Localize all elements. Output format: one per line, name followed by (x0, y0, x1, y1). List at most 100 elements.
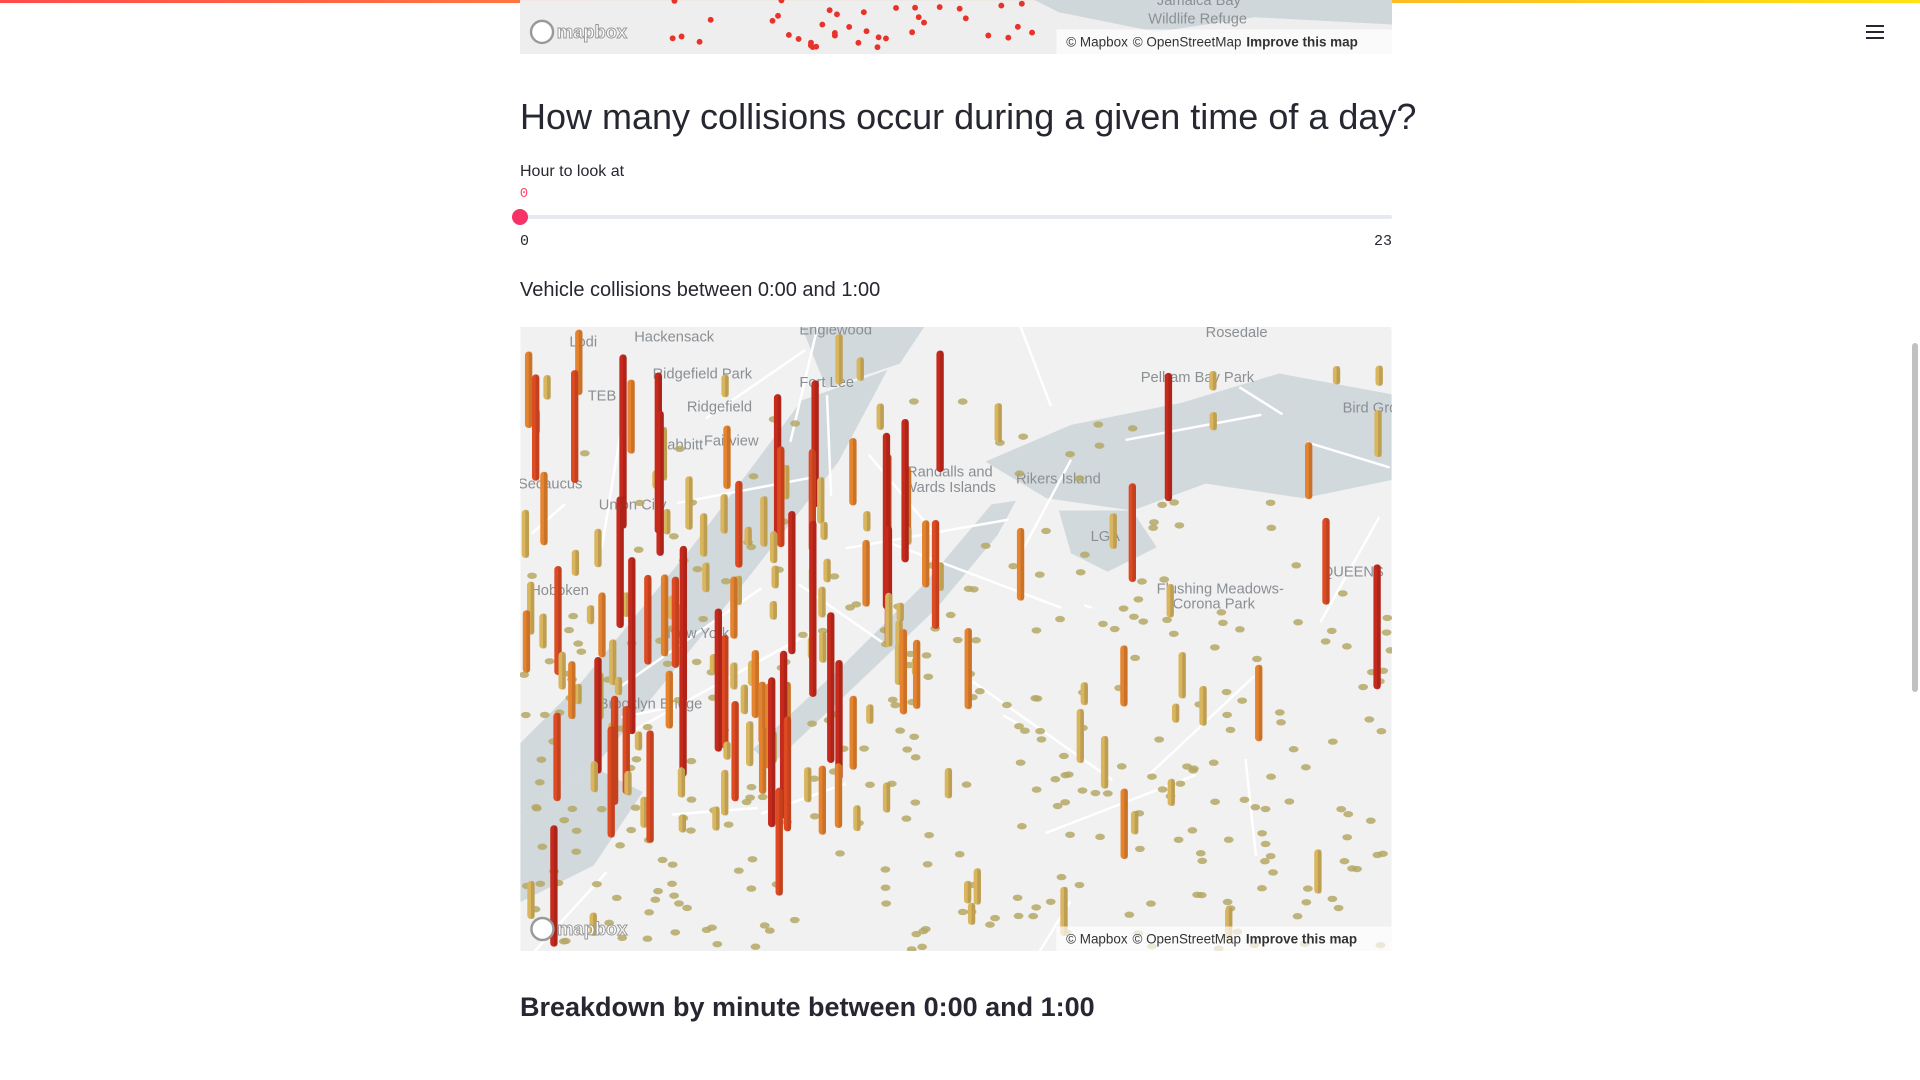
scrollbar[interactable] (1912, 343, 1918, 692)
hex-cell (712, 940, 723, 948)
column-shade (838, 659, 843, 781)
slider-track[interactable] (520, 215, 1392, 219)
column-shade (791, 511, 796, 655)
hex-cell (809, 775, 820, 782)
column-shade (611, 726, 615, 838)
hex-cell (1138, 618, 1149, 625)
attribution-part[interactable]: Improve this map (1246, 932, 1357, 947)
hex-cell (653, 887, 663, 895)
hex-cell (923, 673, 934, 680)
hex-cell (720, 578, 731, 585)
hex-cell (1055, 615, 1065, 623)
column-shade (838, 763, 843, 829)
logo-text: mapbox (557, 918, 628, 939)
column-shade (1170, 583, 1174, 618)
hex-cell (1208, 759, 1219, 766)
column-shade (689, 476, 693, 530)
hex-cell (1192, 891, 1203, 898)
hex-cell (1288, 746, 1299, 753)
column-shade (748, 526, 752, 546)
column (931, 520, 940, 629)
column (1080, 682, 1088, 706)
hex-cell (748, 473, 759, 480)
column-shade (807, 767, 812, 803)
hex-cell (571, 848, 582, 855)
hex-cell (1169, 499, 1179, 506)
column-shade (571, 661, 576, 720)
map-road (1020, 459, 1073, 553)
column-shade (780, 446, 785, 548)
menu-button[interactable] (1866, 25, 1884, 43)
hex-cell (576, 648, 587, 655)
map-road (1083, 604, 1093, 609)
hex-cell (1059, 752, 1069, 760)
column-shade (682, 814, 687, 833)
hex-cell (1095, 833, 1105, 841)
hex-cell (1300, 764, 1311, 771)
hex-cell (685, 827, 696, 834)
column-shade (916, 639, 921, 710)
column (804, 767, 812, 803)
column-shade (977, 868, 981, 905)
attribution-part[interactable]: Improve this map (1246, 35, 1358, 50)
hex-cell (531, 804, 542, 811)
column (768, 677, 776, 828)
hex-cell (630, 804, 641, 811)
column (1374, 410, 1382, 458)
column-shade (542, 613, 547, 649)
column (1016, 527, 1025, 601)
column (699, 513, 708, 557)
hex-cell (1045, 898, 1056, 905)
hex-cell (1235, 626, 1245, 633)
hex-cell (539, 711, 550, 719)
hex-cell (733, 867, 744, 874)
hex-cell (1265, 852, 1276, 860)
column (609, 639, 617, 686)
hex-cell (1157, 786, 1168, 793)
attribution-bg (1056, 29, 1392, 54)
column-shade (703, 513, 708, 557)
slider-thumb[interactable] (512, 209, 528, 225)
column-shade (553, 825, 558, 947)
collision-map[interactable]: Englewood Lodi Hackensack Ridgefield Park Fo… (520, 327, 1392, 951)
point (936, 4, 943, 10)
hex-cell (1173, 836, 1184, 843)
hex-cell (1093, 421, 1104, 428)
point (863, 28, 870, 35)
hex-cell (596, 805, 607, 813)
column-shade (869, 704, 874, 725)
column (758, 728, 767, 794)
column (1167, 778, 1175, 807)
hex-cell (961, 781, 972, 788)
hex-cell (571, 827, 582, 834)
hex-cell (604, 919, 615, 927)
slider-max: 23 (1373, 233, 1392, 250)
column-shade (557, 712, 561, 802)
hex-cell (909, 398, 919, 405)
hex-cell (1250, 804, 1261, 811)
column (1255, 664, 1263, 742)
hex-cell (1034, 571, 1045, 578)
hex-cell (1385, 647, 1392, 654)
column (646, 730, 654, 843)
column (1166, 583, 1174, 618)
column-shade (787, 716, 792, 832)
column (594, 656, 602, 774)
column (1120, 788, 1128, 860)
map-label: QUEENS (1322, 565, 1384, 581)
column-shade (1020, 527, 1025, 601)
hex-cell (1090, 789, 1101, 797)
column-shade (547, 374, 551, 400)
column-shade (601, 592, 606, 658)
column-shade (535, 374, 540, 481)
column (827, 612, 835, 763)
hex-cell (920, 925, 931, 933)
hex-cell (1337, 590, 1348, 597)
map-label: Pelham Bay Park (1141, 370, 1255, 386)
column-shade (597, 656, 602, 774)
column-shade (773, 600, 777, 620)
hex-cell (1018, 433, 1029, 440)
column (818, 765, 827, 835)
hex-cell (1065, 831, 1075, 838)
point (775, 12, 781, 19)
